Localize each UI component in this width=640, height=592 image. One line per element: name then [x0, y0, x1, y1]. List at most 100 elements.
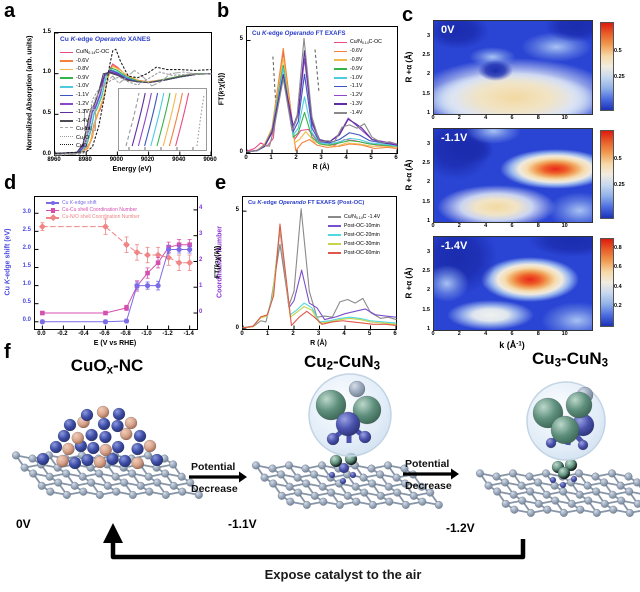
- y-axis-label: FT(k3χ(k)): [214, 245, 222, 279]
- copper-oxide-atom: [118, 454, 132, 468]
- x-tick-label: -0.4: [78, 331, 89, 337]
- legend-item: -0.6V: [60, 57, 109, 66]
- copper-oxide-atom: [68, 456, 82, 470]
- copper-oxide-atom: [63, 418, 77, 432]
- x-tick-label: 1: [269, 155, 273, 161]
- y-tick-label: 1.5: [422, 198, 430, 205]
- legend-item: Cu-foil: [60, 125, 109, 134]
- copper-oxide-atom: [99, 430, 112, 444]
- y-tick-label: 0: [235, 324, 239, 331]
- oxygen-atom: [62, 442, 75, 456]
- colorbar-tick-label: 0.5: [614, 47, 622, 54]
- legend-label: Cu-N/O shell Coordination Number: [62, 214, 140, 221]
- legend-swatch: [334, 100, 347, 107]
- colorbar-tick-label: 0.4: [614, 283, 622, 290]
- series--1.4V: [246, 37, 398, 153]
- x-tick-label: -1.4: [183, 331, 194, 337]
- legend-swatch: [60, 127, 73, 135]
- x-tick-label: 0: [431, 115, 435, 121]
- x-tick-label: 2: [294, 155, 298, 161]
- chart-title: Cu K-edge Operando FT EXAFS: [252, 30, 346, 37]
- legend-item: -1.2V: [60, 99, 109, 108]
- x-axis-label: Energy (eV): [112, 166, 152, 173]
- carbon-atom: [348, 380, 366, 398]
- x-tick-label: 0: [244, 155, 248, 161]
- x-tick-label: 0: [431, 331, 435, 337]
- y-tick-label: 2: [426, 287, 430, 294]
- y-tick-label: 2: [426, 179, 430, 186]
- x-tick-label: 2: [291, 331, 295, 337]
- nitrogen-atom: [338, 462, 350, 474]
- legend-label: -0.6V: [76, 57, 89, 64]
- legend-label: -0.6V: [350, 48, 363, 55]
- y-tick-label-right: 4: [199, 205, 203, 212]
- legend-label: -1.3V: [76, 109, 89, 116]
- legend-item: Cu-Cu shell Coordination Number: [46, 206, 140, 213]
- legend-swatch: [334, 74, 347, 81]
- y-tick-label: 1: [426, 326, 430, 332]
- nitrogen-atom: [328, 471, 336, 479]
- y-tick-label: 1.5: [422, 306, 430, 313]
- x-tick-label: 10: [561, 223, 568, 229]
- x-tick-label: 4: [484, 223, 488, 229]
- x-tick-label: 2: [457, 223, 461, 229]
- arrow1-label-line1: Potential: [191, 461, 236, 473]
- colorbar: [600, 238, 614, 327]
- x-tick-label: 8: [536, 223, 540, 229]
- colorbar-tick-label: 0.25: [614, 73, 625, 80]
- panel-d: d 0.0 -0.2 -0.4 -0.6 -0.8 -1.0 -1.2 -1.4 0.0 0.5 1…: [0, 172, 224, 347]
- voltage-label-0v: 0V: [16, 517, 31, 531]
- y-tick-label: 2.5: [22, 226, 31, 233]
- colorbar-tick-label: 0.2: [614, 302, 622, 309]
- panel-letter-e: e: [215, 172, 227, 194]
- chart-title: Cu K-edge Operando FT EXAFS (Post-OC): [248, 200, 365, 206]
- panel-f: f CuOx-NC Cu2-CuN3 Cu3-CuN3 Potential De…: [0, 341, 640, 592]
- y-tick-label: 1.5: [42, 28, 51, 35]
- oxygen-atom: [96, 405, 110, 419]
- x-axis-label: E (V vs RHE): [93, 340, 137, 347]
- x-tick-label: 9000: [109, 157, 124, 163]
- copper-oxide-atom: [111, 419, 124, 433]
- copper-oxide-atom: [106, 452, 119, 466]
- graphene-sheet: [11, 451, 203, 499]
- copper-atom: [352, 395, 382, 425]
- x-tick-label: 0: [240, 331, 244, 337]
- legend-swatch: [60, 49, 73, 56]
- legend-swatch: [334, 48, 347, 55]
- colorbar-tick-label: 0.8: [614, 244, 622, 251]
- legend-item: Cu K-edge shift: [46, 199, 140, 206]
- x-tick-label: 2: [457, 331, 461, 337]
- colorbar: [600, 22, 614, 111]
- heatmap-voltage-label: -1.1V: [441, 132, 468, 144]
- y-tick-label: 1.5: [22, 263, 31, 270]
- x-tick-label: 4: [484, 115, 488, 121]
- x-tick-label: 4: [344, 155, 348, 161]
- copper-oxide-atom: [49, 440, 63, 454]
- legend-swatch: [46, 214, 59, 221]
- legend-item: -0.9V: [334, 64, 382, 73]
- y-tick-label: 5: [239, 36, 243, 42]
- colorbar-tick-label: 0.25: [614, 181, 625, 188]
- colorbar: [600, 130, 614, 219]
- panel-letter-f: f: [4, 341, 11, 363]
- xanes-edge-inset: [118, 88, 207, 151]
- copper-oxide-atom: [87, 441, 100, 455]
- legend-label: CuO: [76, 143, 88, 150]
- legend: Cu/N0.14C-OC -0.6V -0.8V -0.9V -1.0V -1.1V -1.…: [60, 48, 109, 151]
- legend-item: -1.0V: [60, 82, 109, 91]
- legend-swatch: [60, 74, 73, 81]
- legend-item: -0.9V: [60, 74, 109, 83]
- x-tick-label: 2: [457, 115, 461, 121]
- y-tick-label: 3: [426, 140, 430, 147]
- legend-item: -0.8V: [334, 56, 382, 65]
- legend-item: -1.3V: [60, 108, 109, 117]
- x-tick-label: -0.6: [99, 331, 110, 337]
- y-tick-label-right: 1: [199, 282, 203, 289]
- x-tick-label: -0.2: [57, 331, 68, 337]
- legend-swatch: [334, 92, 347, 99]
- copper-oxide-atom: [150, 453, 164, 467]
- x-axis-label: k (Å-1): [499, 340, 525, 350]
- panel-c: c 0V 0 2 4 6 8 10 1 1.5 2 2.5 3 R +α (Å) 0.5 0.25 -1.1V…: [400, 0, 640, 350]
- nitrogen-atom: [577, 439, 589, 451]
- legend-swatch: [60, 100, 73, 107]
